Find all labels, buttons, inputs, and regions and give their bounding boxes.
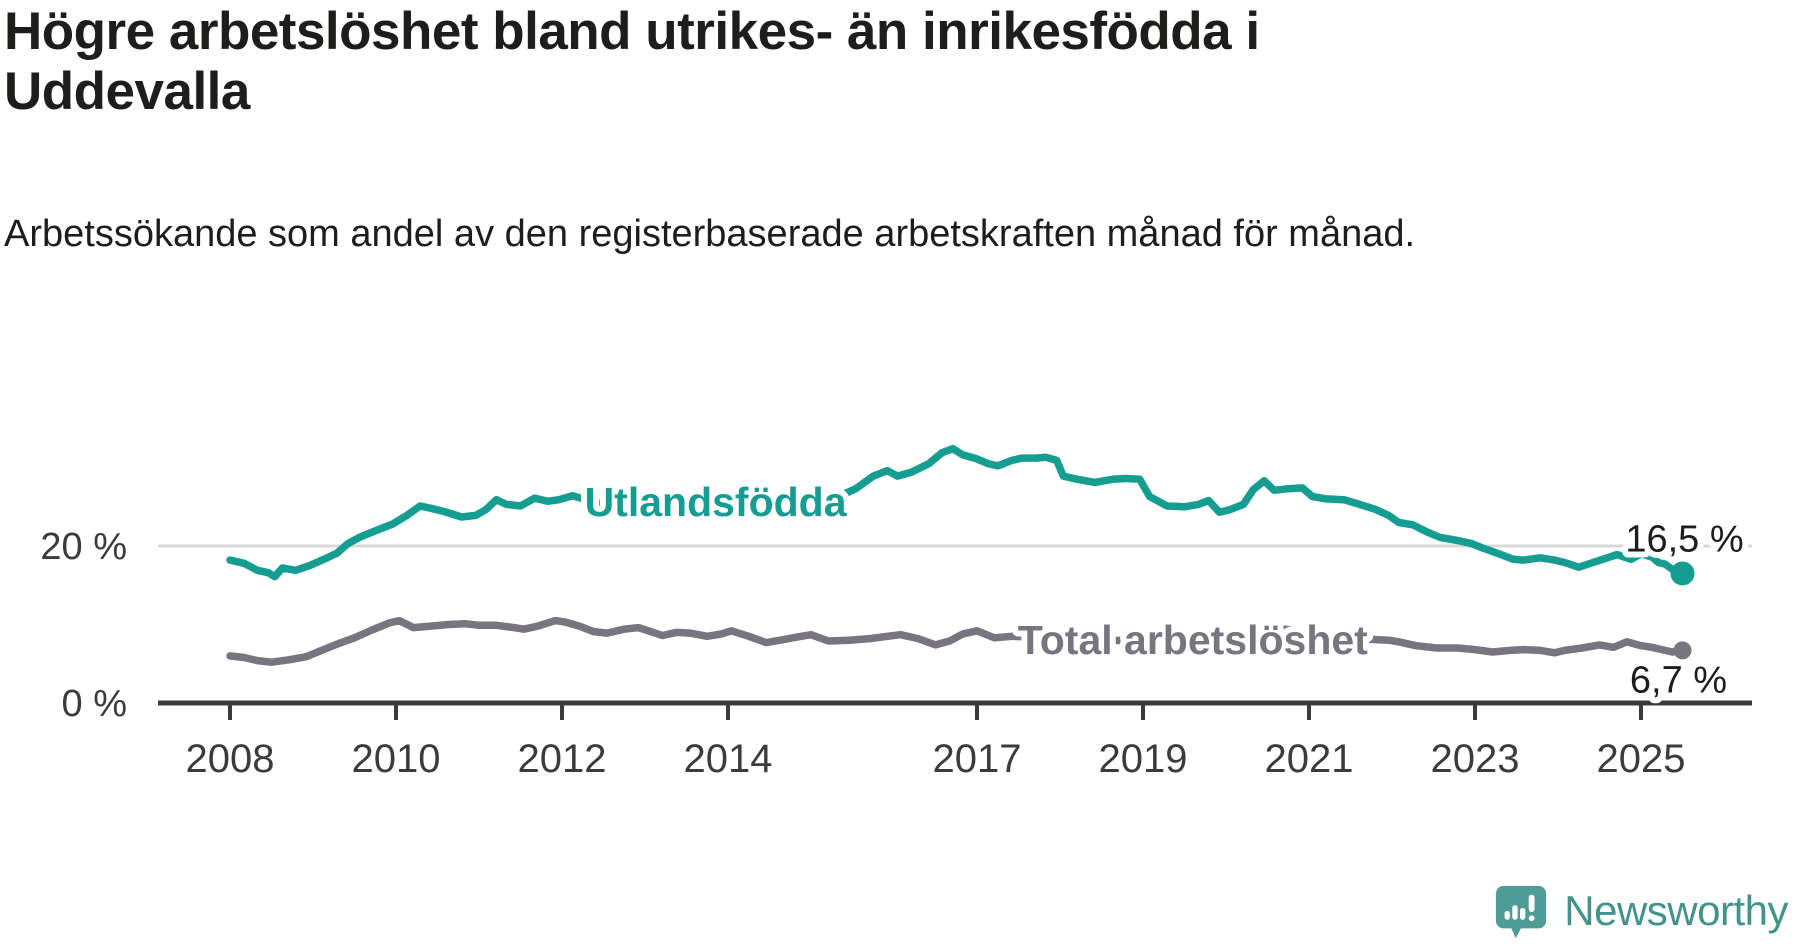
x-tick-label: 2017 xyxy=(933,737,1022,781)
x-tick-label: 2010 xyxy=(352,737,441,781)
y-tick-label: 0 % xyxy=(62,683,127,725)
newsworthy-logo-icon xyxy=(1496,885,1547,939)
x-tick-label: 2021 xyxy=(1265,737,1354,781)
x-tick-label: 2023 xyxy=(1431,737,1520,781)
end-value-label: 6,7 % xyxy=(1630,659,1727,701)
x-tick-label: 2025 xyxy=(1597,737,1686,781)
end-value-label: 16,5 % xyxy=(1625,518,1743,560)
brand-footer: Newsworthy xyxy=(1492,882,1788,940)
y-tick-label: 20 % xyxy=(40,526,127,568)
brand-name: Newsworthy xyxy=(1564,887,1788,934)
x-tick-label: 2012 xyxy=(518,737,607,781)
page-title: Högre arbetslöshet bland utrikes- än inr… xyxy=(4,2,1260,122)
series-line-utlandsfodda xyxy=(226,444,1687,581)
x-tick-label: 2019 xyxy=(1099,737,1188,781)
series-end-dot xyxy=(1670,561,1695,586)
x-tick-label: 2008 xyxy=(186,737,275,781)
series-label: Utlandsfödda xyxy=(585,479,848,525)
series-label: Total arbetslöshet xyxy=(1018,617,1368,663)
series-end-dot xyxy=(1673,641,1692,660)
chart-subtitle: Arbetssökande som andel av den registerb… xyxy=(4,213,1416,255)
series-line-total xyxy=(226,616,1687,666)
x-tick-label: 2014 xyxy=(684,737,773,781)
